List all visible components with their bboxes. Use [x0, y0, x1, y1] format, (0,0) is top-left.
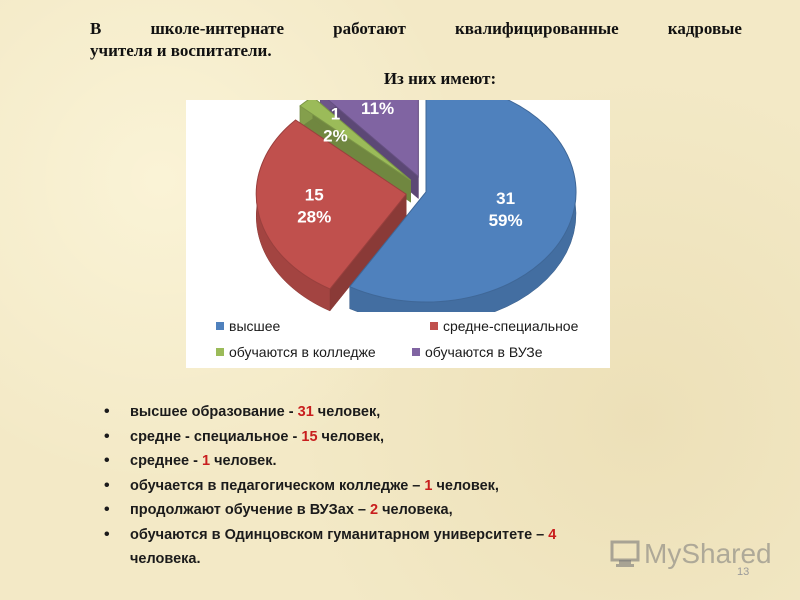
data-label-percent: 59% [489, 211, 523, 230]
data-label-value: 1 [331, 104, 340, 123]
intro-text: В школе-интернате работают квалифицирова… [90, 18, 742, 88]
count: 2 [370, 502, 379, 518]
legend-label: обучаются в колледже [229, 344, 376, 360]
legend-item-higher: высшее [216, 318, 280, 334]
legend-label: высшее [229, 318, 281, 334]
data-label-percent: 2% [323, 126, 348, 145]
data-label-percent: 28% [297, 207, 331, 226]
slide-number: 13 [737, 566, 750, 578]
legend-item-university: обучаются в ВУЗе [412, 344, 543, 360]
data-label-value: 15 [305, 185, 324, 204]
intro-line-2: учителя и воспитатели. [90, 41, 272, 60]
count: 1 [424, 477, 433, 494]
bullet-list: высшее образование - 31 человек, средне … [104, 400, 704, 572]
watermark: MyShared [610, 538, 772, 570]
intro-subtitle: Из них имеют: [383, 69, 497, 88]
list-item: средне - специальное - 15 человек, [104, 425, 704, 450]
legend-label: средне-специальное [443, 318, 579, 334]
count: 4 [548, 526, 557, 543]
count: 15 [301, 428, 318, 445]
list-item: обучается в педагогическом колледже – 1 … [104, 474, 704, 499]
data-label-percent: 11% [361, 100, 394, 118]
pie-slice-higher [348, 100, 577, 312]
legend-label: обучаются в ВУЗе [425, 344, 543, 360]
list-item: среднее - 1 человек. [104, 449, 704, 474]
intro-word: школе-интернате [150, 19, 285, 38]
data-label-value: 31 [496, 189, 515, 208]
watermark-text: MyShared [644, 538, 772, 569]
legend-swatch [216, 322, 224, 330]
legend-swatch [216, 348, 224, 356]
legend-item-secondary-special: средне-специальное [430, 318, 578, 334]
legend-swatch [412, 348, 420, 356]
legend-item-college: обучаются в колледже [216, 344, 376, 360]
count: 31 [297, 404, 314, 420]
intro-word: работают [333, 19, 406, 38]
list-item: высшее образование - 31 человек, [104, 400, 704, 425]
intro-word: квалифицированные [454, 19, 619, 38]
list-item: обучаются в Одинцовском гуманитарном уни… [104, 523, 704, 572]
intro-word: В [90, 19, 102, 38]
intro-line-1: В школе-интернате работают квалифицирова… [90, 18, 742, 40]
intro-word: кадровые [667, 19, 742, 38]
watermark-logo-icon [610, 540, 640, 567]
list-item: продолжают обучение в ВУЗах – 2 человека… [104, 498, 704, 523]
legend-swatch [430, 322, 438, 330]
count: 1 [201, 453, 211, 469]
pie-slice-secondary-special [255, 119, 407, 312]
